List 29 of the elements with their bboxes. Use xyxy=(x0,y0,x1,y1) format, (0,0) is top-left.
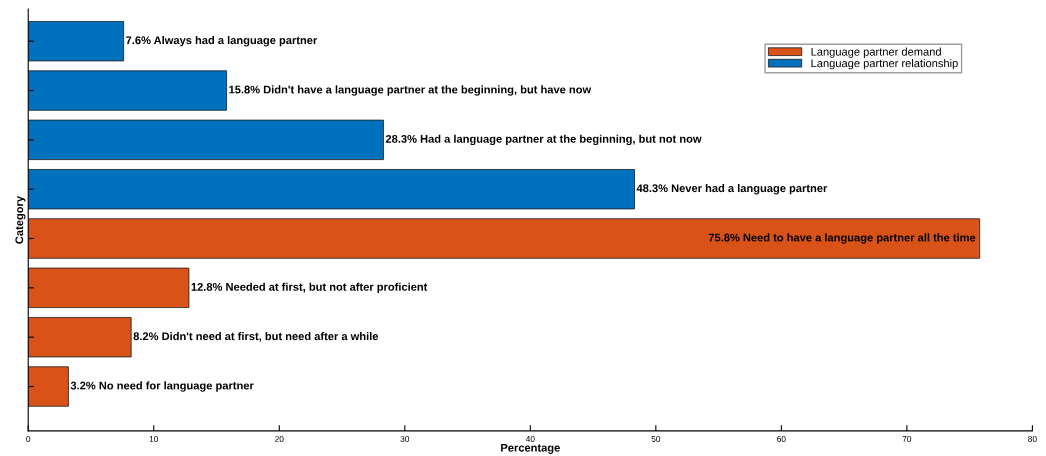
data-label: 7.6% Always had a language partner xyxy=(126,35,318,47)
x-tick-label: 0 xyxy=(26,436,31,442)
x-tick-label: 50 xyxy=(651,436,661,442)
x-tick-label: 20 xyxy=(275,436,284,442)
x-tick-label: 80 xyxy=(1028,436,1037,442)
bar xyxy=(28,21,125,62)
data-label: 48.3% Never had a language partner xyxy=(636,183,828,195)
bar xyxy=(28,119,384,161)
y-axis-title: Category xyxy=(15,196,26,244)
x-tick-label: 30 xyxy=(400,436,410,442)
x-tick-label: 10 xyxy=(149,436,159,442)
x-tick-label: 70 xyxy=(902,436,912,442)
bar xyxy=(28,169,635,210)
x-tick-label: 40 xyxy=(525,436,535,442)
data-label: 8.2% Didn't need at first, but need after a while xyxy=(133,332,379,342)
data-label: 15.8% Didn't have a language partner at the beginning, but have now xyxy=(229,85,592,96)
data-label: 12.8% Needed at first, but not after proficient xyxy=(191,282,428,294)
data-label: 28.3% Had a language partner at the beginning, but not now xyxy=(385,134,702,146)
data-label: 75.8% Need to have a language partner all the time xyxy=(708,233,976,244)
x-tick-label: 60 xyxy=(777,436,786,442)
x-axis-title: Percentage xyxy=(501,443,560,454)
legend-label: Language partner demand xyxy=(811,47,941,58)
legend-label: Language partner relationship xyxy=(811,59,958,70)
bar xyxy=(28,70,227,111)
data-label: 3.2% No need for language partner xyxy=(70,381,254,392)
bar xyxy=(28,218,981,259)
bar xyxy=(28,317,132,358)
bar xyxy=(28,366,69,407)
bar xyxy=(28,267,190,309)
